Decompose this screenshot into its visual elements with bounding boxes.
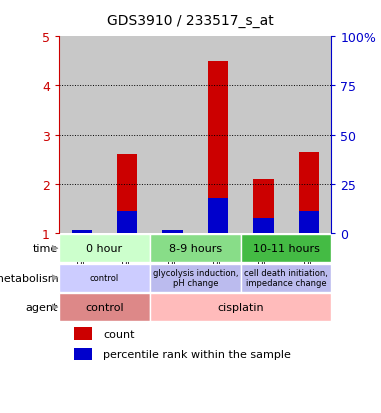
Bar <box>299 152 319 233</box>
Bar <box>74 328 92 340</box>
Bar <box>150 293 331 321</box>
Bar <box>241 264 331 292</box>
Text: 0 hour: 0 hour <box>86 244 123 254</box>
Text: metabolism: metabolism <box>0 273 58 283</box>
Bar <box>117 211 138 233</box>
Text: control: control <box>90 273 119 282</box>
Bar <box>72 231 92 233</box>
Bar <box>150 264 241 292</box>
Bar <box>162 231 183 233</box>
Bar <box>104 37 150 233</box>
Text: count: count <box>103 329 135 339</box>
Bar <box>59 293 150 321</box>
Bar <box>117 155 138 233</box>
Bar <box>162 231 183 233</box>
Text: 10-11 hours: 10-11 hours <box>253 244 320 254</box>
Text: control: control <box>85 302 124 312</box>
Bar <box>253 179 274 233</box>
Bar <box>59 264 150 292</box>
Bar <box>59 235 150 263</box>
Bar <box>72 231 92 233</box>
Bar <box>253 179 274 233</box>
Text: cell death initiation,
impedance change: cell death initiation, impedance change <box>244 268 328 287</box>
Bar <box>208 199 228 233</box>
Bar <box>117 155 138 233</box>
Bar <box>253 218 274 233</box>
Bar <box>72 231 92 233</box>
Bar <box>162 231 183 233</box>
Text: time: time <box>33 244 58 254</box>
Bar <box>74 348 92 361</box>
Text: 8-9 hours: 8-9 hours <box>169 244 222 254</box>
Bar <box>208 62 228 233</box>
Bar <box>253 218 274 233</box>
Text: agent: agent <box>26 302 58 312</box>
Text: cisplatin: cisplatin <box>217 302 264 312</box>
Bar <box>162 231 183 233</box>
Bar <box>150 37 195 233</box>
Bar <box>241 235 331 263</box>
Bar <box>150 235 241 263</box>
Bar <box>59 37 104 233</box>
Text: glycolysis induction,
pH change: glycolysis induction, pH change <box>152 268 238 287</box>
Bar <box>72 231 92 233</box>
Bar <box>241 37 286 233</box>
Bar <box>299 211 319 233</box>
Text: percentile rank within the sample: percentile rank within the sample <box>103 349 291 359</box>
Bar <box>195 37 241 233</box>
Text: GDS3910 / 233517_s_at: GDS3910 / 233517_s_at <box>107 14 274 28</box>
Bar <box>299 211 319 233</box>
Bar <box>208 199 228 233</box>
Bar <box>286 37 331 233</box>
Bar <box>117 211 138 233</box>
Bar <box>299 152 319 233</box>
Bar <box>208 62 228 233</box>
